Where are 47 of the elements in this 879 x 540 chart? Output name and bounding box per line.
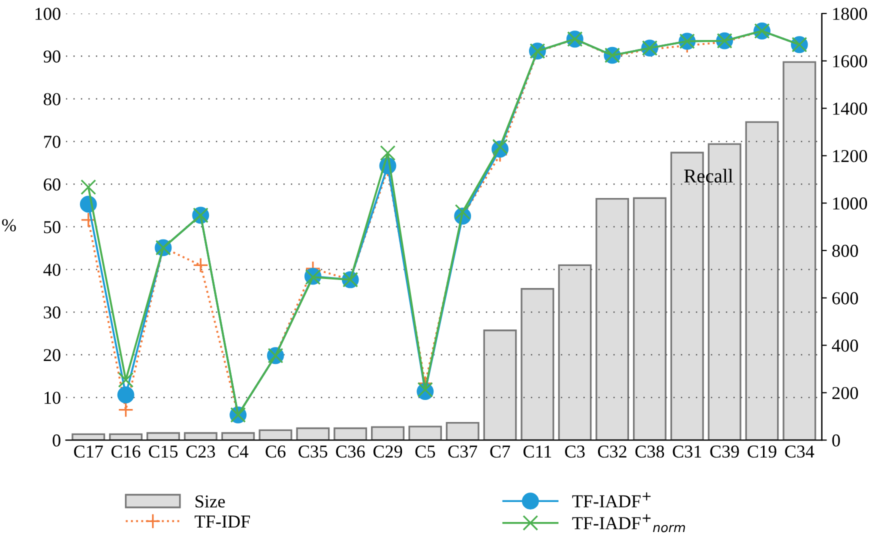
x-tick-label: C23 xyxy=(186,446,215,458)
x-tick-label: C17 xyxy=(74,446,103,458)
x-tick-label: C32 xyxy=(598,446,626,458)
y-tick-label: 70 xyxy=(44,136,60,148)
y2-tick-label: 1200 xyxy=(833,150,868,162)
y2-tick-label: 200 xyxy=(832,386,858,400)
y-tick-label: 40 xyxy=(43,264,60,276)
x-tick-label: C5 xyxy=(415,446,436,458)
x-tick-label: C4 xyxy=(228,446,248,458)
y2-tick-label: 400 xyxy=(832,340,858,352)
x-tick-label: C16 xyxy=(111,446,140,458)
x-tick-label: C38 xyxy=(635,445,664,458)
y2-tick-label: 800 xyxy=(832,244,858,257)
y2-tick-label: 0 xyxy=(832,434,840,447)
y2-tick-label: 1800 xyxy=(833,8,868,20)
x-tick-label: C6 xyxy=(266,446,286,458)
y-tick-label: 60 xyxy=(44,178,60,191)
legend-label: TF-IADF$^{+}$ xyxy=(572,492,651,508)
x-tick-label: C3 xyxy=(565,446,585,458)
x-tick-label: C37 xyxy=(448,446,478,458)
y-tick-label: 0 xyxy=(52,434,60,447)
x-tick-label: C7 xyxy=(490,446,510,458)
y-tick-label: 80 xyxy=(44,93,60,106)
annotation: Recall xyxy=(684,168,733,183)
y-tick-label: 20 xyxy=(44,349,60,362)
legend-label: TF-IDF xyxy=(194,516,250,528)
x-tick-label: C15 xyxy=(148,446,178,458)
x-tick-label: C11 xyxy=(523,446,552,458)
x-tick-label: C39 xyxy=(710,446,739,458)
y2-tick-label: 1400 xyxy=(833,102,868,115)
y-tick-label: 90 xyxy=(44,50,60,63)
x-tick-label: C29 xyxy=(373,446,402,458)
x-tick-label: C34 xyxy=(785,446,814,458)
x-tick-label: C35 xyxy=(298,446,328,458)
y-axis-title: % xyxy=(2,219,16,232)
y-tick-label: 30 xyxy=(44,306,60,319)
legend-label: Size xyxy=(196,495,225,508)
y2-tick-label: 1600 xyxy=(833,55,868,68)
y-tick-label: 10 xyxy=(44,392,60,404)
x-tick-label: C31 xyxy=(672,446,702,458)
x-tick-label: C36 xyxy=(336,446,365,458)
y-tick-label: 50 xyxy=(44,221,60,234)
y2-tick-label: 600 xyxy=(832,292,858,304)
y2-tick-label: 1000 xyxy=(833,197,868,210)
y-tick-label: 100 xyxy=(36,8,60,20)
legend-label: TF-IADF$^{+}$$_{norm}$ xyxy=(572,514,685,532)
x-tick-label: C19 xyxy=(748,446,776,458)
